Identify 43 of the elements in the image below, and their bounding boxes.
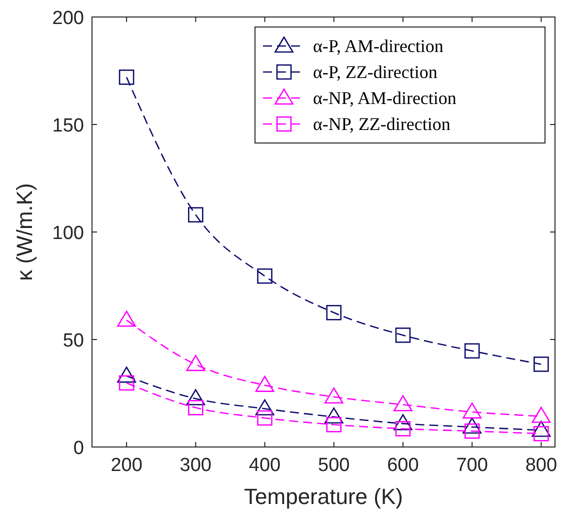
point <box>118 375 134 391</box>
point <box>395 328 411 343</box>
x-tick-label: 300 <box>180 455 212 476</box>
point <box>188 207 204 222</box>
point <box>462 402 482 419</box>
y-tick-label: 200 <box>52 8 84 29</box>
point <box>118 70 134 85</box>
y-tick-label: 150 <box>52 116 84 136</box>
point <box>462 418 482 434</box>
x-tick-label: 800 <box>525 455 558 476</box>
point <box>464 343 480 359</box>
y-axis-title: κ (W/m.K) <box>12 183 37 281</box>
point <box>257 410 272 426</box>
y-tick-label: 0 <box>73 438 84 459</box>
point <box>186 389 206 406</box>
point <box>117 310 136 327</box>
x-tick-label: 700 <box>456 455 488 476</box>
point <box>324 407 344 424</box>
point <box>394 414 412 430</box>
point <box>117 366 136 383</box>
y-tick-label: 100 <box>52 223 84 244</box>
x-tick-label: 600 <box>387 455 419 476</box>
y-tick-label: 50 <box>62 330 84 352</box>
point <box>534 356 549 372</box>
point <box>324 387 344 404</box>
legend-label: α-P, AM-direction <box>313 36 444 56</box>
point <box>394 395 412 412</box>
point <box>255 376 274 392</box>
point <box>532 406 551 423</box>
point <box>257 268 272 284</box>
point <box>188 400 204 416</box>
x-tick-label: 500 <box>318 455 350 476</box>
legend-label: α-NP, AM-direction <box>313 88 456 108</box>
x-axis-title: Temperature (K) <box>244 484 403 509</box>
legend-label: α-NP, ZZ-direction <box>313 114 450 134</box>
legend-label: α-P, ZZ-direction <box>313 62 438 82</box>
point <box>326 416 342 432</box>
point <box>255 399 274 416</box>
x-tick-label: 200 <box>110 455 142 476</box>
x-tick-label: 400 <box>248 455 281 476</box>
point <box>532 420 551 437</box>
point <box>186 354 206 372</box>
point <box>326 304 342 320</box>
